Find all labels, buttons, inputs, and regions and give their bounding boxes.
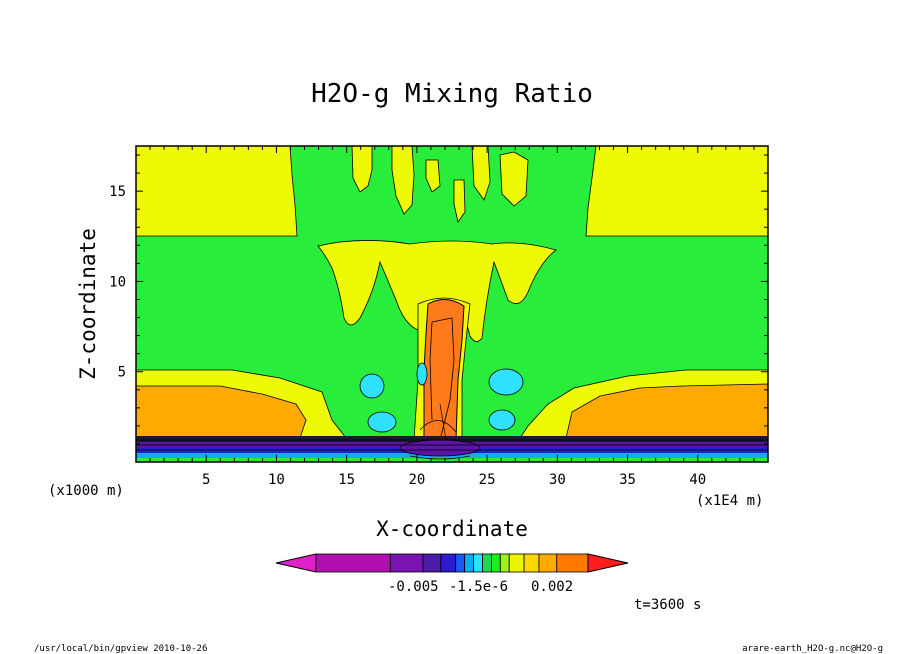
y-tick-label: 15 — [109, 184, 126, 200]
colorbar — [275, 553, 629, 573]
y-unit-label: (x1000 m) — [48, 483, 124, 499]
footer-right: arare-earth_H2O-g.nc@H2O-g — [742, 644, 883, 654]
contour-field — [136, 146, 768, 462]
field-cyan-blob — [416, 362, 428, 386]
colorbar-extend-left — [275, 553, 317, 573]
x-tick-label: 5 — [202, 472, 210, 488]
colorbar-cell — [422, 553, 442, 573]
x-tick-label: 35 — [619, 472, 636, 488]
chart-title: H2O-g Mixing Ratio — [311, 79, 593, 109]
field-cyan-blob — [488, 409, 516, 431]
colorbar-tick-label: -0.005 — [388, 579, 439, 595]
y-axis: 5 10 15 — [109, 154, 768, 445]
colorbar-cell — [499, 553, 510, 573]
field-surface-contours — [136, 403, 768, 460]
field-surface-perturbation — [399, 439, 481, 457]
colorbar-cell — [538, 553, 558, 573]
field-column-core — [423, 299, 465, 441]
colorbar-tick-label: 0.002 — [531, 579, 573, 595]
field-streak — [391, 146, 415, 215]
field-column-inner — [429, 317, 455, 441]
time-label: t=3600 s — [634, 597, 701, 613]
x-axis-title: X-coordinate — [376, 517, 528, 541]
colorbar-cell — [473, 553, 483, 573]
colorbar-cell — [389, 553, 424, 573]
field-anvil — [317, 240, 557, 342]
y-tick-label: 5 — [118, 365, 126, 381]
field-upper-right — [585, 146, 768, 237]
colorbar-tick-label: -1.5e-6 — [449, 579, 508, 595]
field-cyan-blob — [367, 411, 397, 433]
field-streak — [471, 146, 491, 201]
colorbar-cell — [556, 553, 589, 573]
y-axis-title: Z-coordinate — [76, 228, 100, 380]
x-tick-label: 25 — [479, 472, 496, 488]
x-axis: 5 10 15 20 25 30 35 40 — [149, 146, 755, 488]
colorbar-cell — [464, 553, 474, 573]
colorbar-extend-right — [587, 553, 629, 573]
field-cyan-blob — [359, 373, 385, 399]
colorbar-cell — [508, 553, 525, 573]
x-tick-label: 40 — [689, 472, 706, 488]
field-cyan-blob — [488, 368, 524, 396]
colorbar-cell — [490, 553, 501, 573]
field-upper-left — [136, 146, 298, 237]
colorbar-cell — [455, 553, 466, 573]
field-streak — [499, 151, 529, 207]
y-tick-label: 10 — [109, 274, 126, 290]
colorbar-cell — [440, 553, 457, 573]
field-streak — [425, 159, 441, 193]
x-unit-label: (x1E4 m) — [696, 493, 763, 509]
colorbar-cell — [482, 553, 492, 573]
field-surface-layer — [136, 436, 768, 442]
field-streak — [453, 179, 466, 223]
field-surface-layer — [136, 458, 768, 462]
field-streak — [351, 146, 373, 193]
x-tick-label: 30 — [549, 472, 566, 488]
colorbar-cell — [523, 553, 540, 573]
x-tick-label: 20 — [408, 472, 425, 488]
x-tick-label: 15 — [338, 472, 355, 488]
plot-frame — [135, 145, 769, 463]
colorbar-cell — [315, 553, 391, 573]
x-tick-label: 10 — [268, 472, 285, 488]
footer-left: /usr/local/bin/gpview 2010-10-26 — [34, 644, 207, 654]
